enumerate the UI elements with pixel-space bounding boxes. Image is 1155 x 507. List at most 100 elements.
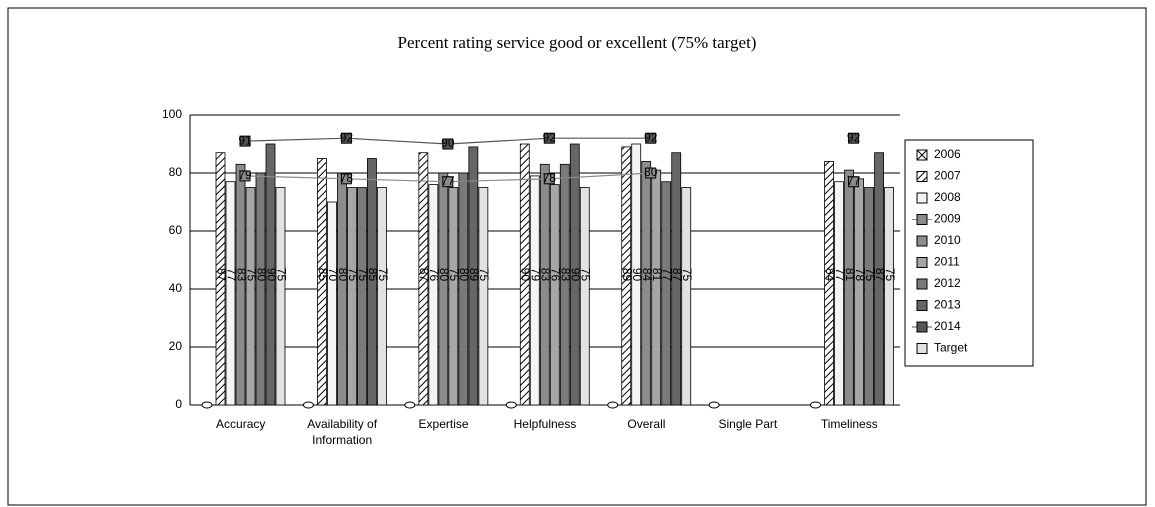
bar [661,181,672,406]
data-label: 76 [549,268,563,282]
data-label: 92 [340,130,354,144]
data-label: 77 [847,174,861,188]
bar [834,181,844,406]
line-marker [340,132,352,144]
data-label: 75 [477,268,491,282]
data-label: 90 [630,268,644,282]
bar [245,187,256,406]
data-label: 80 [437,268,451,282]
data-label: 90 [519,268,533,282]
bar [327,201,337,406]
data-label: 87 [214,268,228,282]
line-marker [543,173,555,185]
bar [824,160,834,406]
bar [478,187,489,406]
dot [404,401,416,409]
line-marker [239,170,251,182]
y-tick-label: 0 [175,397,182,411]
data-label: 84 [640,268,654,282]
bar [468,146,479,406]
bar [651,169,662,406]
legend-label: 2010 [934,233,961,247]
bar [448,187,459,406]
data-label: 76 [427,268,441,282]
bar [681,187,692,406]
line-marker [645,167,657,179]
data-label: 75 [376,268,390,282]
legend-label: 2006 [934,147,961,161]
x-tick-label: Single Part [719,417,778,431]
bar [641,160,652,406]
x-tick-label: Helpfulness [514,417,577,431]
data-label: 87 [873,268,887,282]
bar [631,143,642,406]
line-marker [239,135,251,147]
legend-label: 2007 [934,169,961,183]
legend-swatch-x [916,149,928,161]
bar [428,184,439,406]
line-marker [848,132,860,144]
bar [579,187,590,406]
data-label: 80 [254,268,268,282]
data-label: 75 [883,268,897,282]
dot [201,401,213,409]
legend-label: Target [934,341,968,355]
legend-swatch [916,278,928,290]
data-label: 92 [644,130,658,144]
bar [317,158,327,406]
line-marker [340,173,352,185]
bar [559,163,570,406]
bar [519,143,530,406]
x-tick-label: Availability of Information [307,417,377,447]
legend-label: 2014 [934,319,961,333]
x-tick-label: Expertise [419,417,469,431]
data-label: 87 [670,268,684,282]
data-label: 81 [843,268,857,282]
y-tick-label: 40 [169,281,183,295]
data-label: 81 [650,268,664,282]
data-label: 75 [863,268,877,282]
data-label: 90 [264,268,278,282]
legend-swatch [916,300,928,311]
bar [854,178,864,406]
data-label: 89 [620,268,634,282]
data-label: 75 [346,268,360,282]
data-label: 75 [274,268,288,282]
dot [607,401,619,409]
data-label: 84 [823,268,837,282]
bar [874,152,884,406]
legend-swatch [916,257,928,268]
data-label: 83 [234,268,248,282]
bar [357,187,367,406]
legend-label: 2008 [934,190,961,204]
legend-label: 2009 [934,212,961,226]
bar [347,187,357,406]
data-label: 80 [457,268,471,282]
bar [864,187,874,406]
data-label: 87 [417,268,431,282]
data-label: 75 [447,268,461,282]
legend-swatch [916,321,928,333]
bar [621,146,632,406]
bar [275,187,286,406]
data-label: 78 [340,171,354,185]
data-label: 79 [529,268,543,282]
data-label: 77 [660,268,674,282]
bar [367,158,377,406]
data-label: 85 [366,268,380,282]
y-tick-label: 100 [162,107,182,121]
legend-swatch [916,343,928,354]
bar [215,152,226,406]
bar [337,172,347,406]
data-label: 92 [847,130,861,144]
y-tick-label: 80 [169,165,183,179]
y-tick-label: 60 [169,223,183,237]
bar [671,152,682,406]
legend-swatch [916,214,928,225]
data-label: 78 [543,171,557,185]
bar [265,143,276,406]
data-label: 75 [579,268,593,282]
data-label: 75 [356,268,370,282]
x-tick-label: Overall [627,417,665,431]
